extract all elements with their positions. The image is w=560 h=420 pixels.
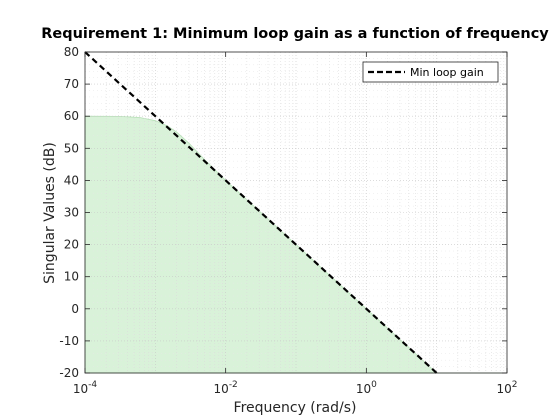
y-tick-label: 70	[64, 77, 79, 91]
y-tick-label: 80	[64, 45, 79, 59]
tick-marks	[84, 51, 508, 374]
y-tick-label: 40	[64, 173, 79, 187]
x-tick-labels: 10-4 10-2 100 102	[73, 380, 518, 396]
y-tick-label: 30	[64, 206, 79, 220]
legend: Min loop gain	[362, 61, 499, 83]
y-axis-label: Singular Values (dB)	[42, 142, 58, 284]
y-tick-label: 20	[64, 238, 79, 252]
chart-title: Requirement 1: Minimum loop gain as a fu…	[41, 26, 549, 42]
y-tick-label: 10	[64, 270, 79, 284]
y-tick-label: -20	[59, 366, 79, 380]
x-tick-label: 10-2	[214, 380, 238, 396]
legend-label-min-loop-gain: Min loop gain	[410, 66, 484, 79]
x-axis-label: Frequency (rad/s)	[234, 400, 357, 416]
y-tick-label: 0	[71, 302, 79, 316]
x-tick-label: 10-4	[73, 380, 98, 396]
grid	[85, 52, 507, 373]
y-tick-label: 60	[64, 109, 79, 123]
y-tick-label: -10	[59, 334, 79, 348]
legend-box	[362, 61, 499, 83]
x-tick-label: 102	[496, 380, 517, 396]
y-tick-labels: -20 -10 0 10 20 30 40 50 60 70 80	[59, 45, 79, 380]
y-tick-label: 50	[64, 141, 79, 155]
x-tick-label: 100	[356, 380, 377, 396]
